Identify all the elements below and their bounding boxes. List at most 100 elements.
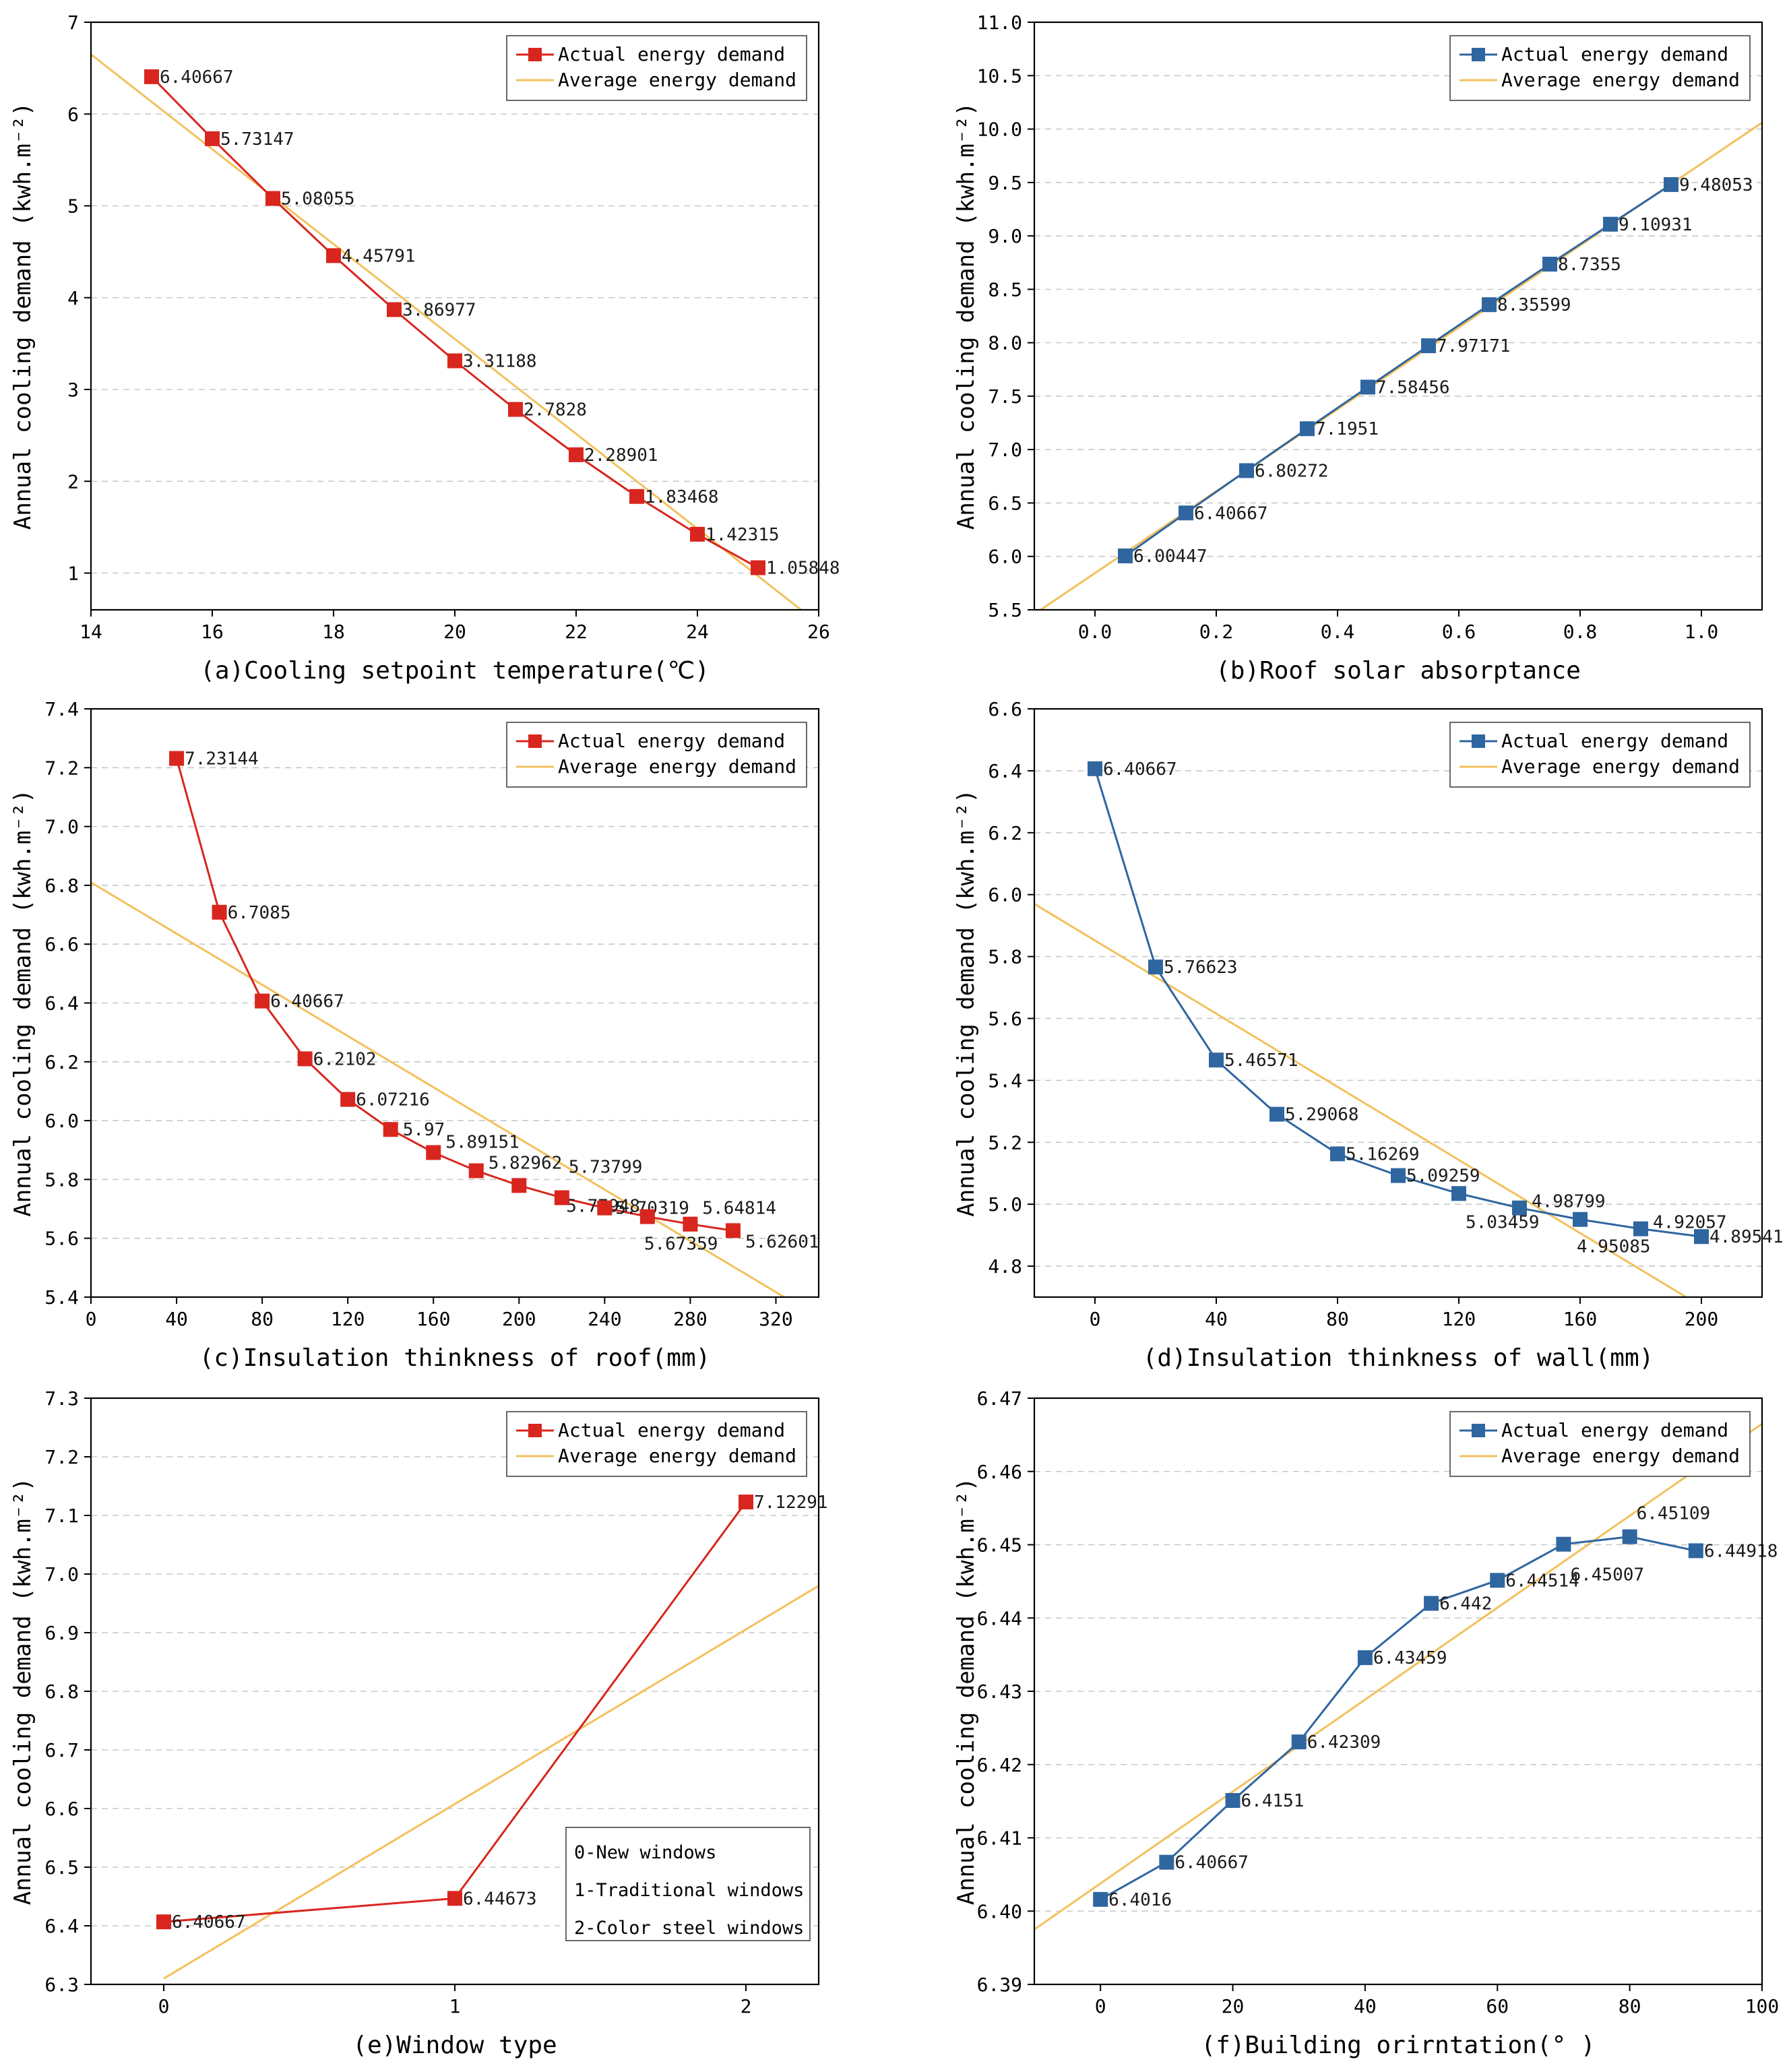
x-tick-label: 280 <box>673 1308 708 1330</box>
data-label: 6.2102 <box>313 1049 377 1069</box>
data-label: 6.40667 <box>1174 1853 1249 1873</box>
x-tick-label: 20 <box>1222 1995 1245 2017</box>
y-tick-label: 11.0 <box>977 11 1022 34</box>
data-point <box>169 751 185 766</box>
y-tick-label: 5.5 <box>988 599 1022 621</box>
legend-average-label: Average energy demand <box>1501 1445 1740 1467</box>
x-axis-title: (a)Cooling setpoint temperature(℃) <box>200 657 710 685</box>
y-tick-label: 5.0 <box>988 1193 1022 1216</box>
data-point <box>1688 1543 1703 1559</box>
data-label: 2.7828 <box>524 400 587 420</box>
y-tick-label: 6.4 <box>44 993 79 1015</box>
data-point <box>1159 1854 1174 1870</box>
data-point <box>326 248 341 263</box>
y-tick-label: 7.2 <box>44 757 79 779</box>
legend-actual-marker <box>528 734 542 748</box>
data-label: 5.46571 <box>1224 1050 1298 1071</box>
y-tick-label: 4 <box>67 287 79 309</box>
average-line <box>1034 903 1687 1297</box>
window-type-annotation: 0-New windows 1-Traditional windows 2-Colo… <box>565 1827 811 1941</box>
y-tick-label: 3 <box>67 379 79 401</box>
y-tick-label: 6.47 <box>977 1387 1022 1410</box>
data-label: 6.80272 <box>1255 461 1329 481</box>
x-tick-label: 120 <box>1442 1308 1476 1330</box>
data-point <box>447 1891 462 1906</box>
data-label: 5.29068 <box>1285 1105 1359 1125</box>
legend: Actual energy demand Average energy deman… <box>1449 722 1751 788</box>
data-point <box>212 904 227 920</box>
y-tick-label: 6.3 <box>44 1974 79 1996</box>
data-point <box>265 191 280 206</box>
x-tick-label: 16 <box>201 621 224 643</box>
data-label: 4.45791 <box>342 246 416 266</box>
data-label: 3.31188 <box>463 352 537 372</box>
data-point <box>1239 463 1254 478</box>
data-point <box>1556 1536 1571 1552</box>
legend-average-label: Average energy demand <box>558 69 796 91</box>
y-tick-label: 7 <box>67 11 79 34</box>
chart-c: 7.231446.70856.406676.21026.072165.975.8… <box>9 698 820 1372</box>
data-label: 9.10931 <box>1619 215 1693 235</box>
data-point <box>1291 1734 1307 1750</box>
data-label: 5.76623 <box>1164 957 1238 978</box>
data-label: 6.43459 <box>1373 1648 1447 1668</box>
y-axis-title: Annual cooling demand (kwh.m⁻²) <box>953 1478 980 1906</box>
y-axis-title: Annual cooling demand (kwh.m⁻²) <box>953 102 980 530</box>
data-label: 6.40667 <box>172 1912 246 1933</box>
data-point <box>1118 548 1133 564</box>
data-point <box>511 1178 527 1193</box>
x-axis-title: (e)Window type <box>352 2032 557 2059</box>
data-point <box>1490 1573 1505 1588</box>
data-point <box>629 489 644 504</box>
x-tick-label: 160 <box>1563 1308 1598 1330</box>
data-point <box>1357 1650 1373 1666</box>
data-point <box>1542 257 1557 272</box>
data-point <box>739 1495 753 1510</box>
y-tick-label: 7.0 <box>988 439 1022 461</box>
legend-box <box>1449 722 1751 788</box>
data-point <box>1512 1200 1527 1216</box>
data-point <box>1360 379 1375 395</box>
x-tick-label: 80 <box>251 1308 274 1330</box>
data-point <box>1694 1229 1709 1245</box>
data-label: 6.44514 <box>1505 1571 1579 1591</box>
data-point <box>447 353 462 369</box>
x-tick-label: 0.2 <box>1199 621 1234 643</box>
annotation-box <box>565 1827 811 1941</box>
x-tick-label: 200 <box>1685 1308 1719 1330</box>
data-label: 7.97171 <box>1437 336 1511 356</box>
y-tick-label: 6.43 <box>977 1681 1022 1703</box>
legend-actual-label: Actual energy demand <box>1501 730 1728 752</box>
data-point <box>1225 1793 1241 1809</box>
y-tick-label: 8.0 <box>988 332 1022 354</box>
data-label: 6.44918 <box>1704 1541 1778 1561</box>
x-tick-label: 0 <box>158 1995 170 2017</box>
data-label: 4.89541 <box>1709 1227 1784 1247</box>
y-axis-title: Annual cooling demand (kwh.m⁻²) <box>9 102 36 530</box>
data-label: 6.4016 <box>1108 1890 1172 1910</box>
legend-average-label: Average energy demand <box>1501 755 1740 778</box>
data-point <box>1391 1168 1406 1183</box>
data-label: 4.98799 <box>1532 1192 1606 1212</box>
series-line <box>1100 1536 1697 1901</box>
series-line <box>1125 183 1672 557</box>
data-point <box>1424 1596 1439 1611</box>
data-point <box>297 1051 313 1067</box>
data-point <box>426 1145 441 1160</box>
average-line <box>91 881 786 1297</box>
y-tick-label: 9.0 <box>988 225 1022 247</box>
x-tick-label: 100 <box>1745 1995 1780 2017</box>
annotation-line: 0-New windows <box>574 1842 716 1863</box>
x-tick-label: 40 <box>1205 1308 1228 1330</box>
data-label: 5.08055 <box>281 189 355 210</box>
y-tick-label: 5 <box>67 195 79 218</box>
data-point <box>569 447 584 462</box>
y-tick-label: 6.4 <box>988 760 1022 782</box>
legend-actual-marker <box>1472 48 1485 61</box>
data-point <box>683 1216 698 1232</box>
legend-box <box>1449 35 1751 101</box>
data-point <box>1603 216 1618 232</box>
legend-actual-label: Actual energy demand <box>558 1419 785 1441</box>
x-tick-label: 0 <box>86 1308 97 1330</box>
